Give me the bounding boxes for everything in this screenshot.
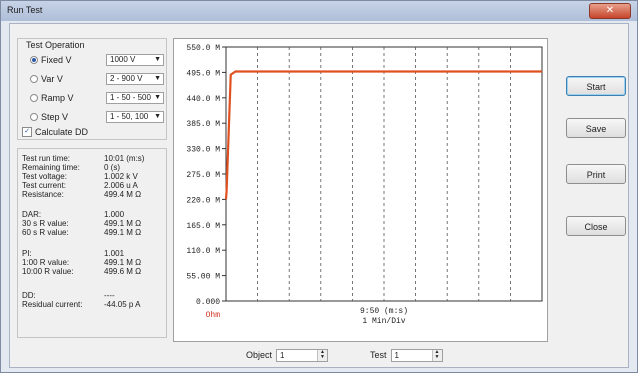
- y-tick-label: 385.0 M: [186, 120, 220, 129]
- object-spinner: Object 1 ▲ ▼: [246, 348, 329, 362]
- pi-row: 1:00 R value: 499.1 M Ω: [22, 258, 142, 267]
- y-tick-label: 495.0 M: [186, 69, 220, 78]
- close-window-icon[interactable]: ✕: [589, 3, 631, 19]
- ramp-v-radio-icon[interactable]: [30, 94, 38, 102]
- option-step-v[interactable]: Step V: [30, 111, 68, 123]
- fixed-v-select[interactable]: 1000 V ▼: [106, 54, 164, 66]
- resistance-chart: 550.0 M 495.0 M 440.0 M 385.0 M 330.0 M 275.0…: [173, 38, 548, 342]
- title-bar: Run Test ✕: [1, 1, 637, 21]
- reading-row: Test current: 2.006 u A: [22, 181, 138, 190]
- results-group: [17, 148, 167, 338]
- y-tick-label: 220.0 M: [186, 196, 220, 205]
- dar-row: 30 s R value: 499.1 M Ω: [22, 219, 142, 228]
- y-tick-label: 0.000: [196, 298, 220, 307]
- y-tick-label: 165.0 M: [186, 222, 220, 231]
- reading-row: Resistance: 499.4 M Ω: [22, 190, 142, 199]
- y-tick-label: 440.0 M: [186, 95, 220, 104]
- chevron-down-icon: ▼: [154, 94, 161, 101]
- y-tick-label: 110.0 M: [186, 247, 220, 256]
- var-v-label: Var V: [41, 74, 63, 84]
- pi-row: PI: 1.001: [22, 249, 125, 258]
- dialog-client-area: Test Operation Fixed V 1000 V ▼ Var V 2 -…: [9, 23, 629, 368]
- x-start-label: Ohm: [206, 311, 221, 320]
- test-operation-label: Test Operation: [26, 40, 85, 50]
- close-button[interactable]: Close: [566, 216, 626, 236]
- option-fixed-v[interactable]: Fixed V: [30, 54, 72, 66]
- save-button[interactable]: Save: [566, 118, 626, 138]
- chart-svg: 550.0 M 495.0 M 440.0 M 385.0 M 330.0 M 275.0…: [186, 44, 543, 326]
- y-tick-label: 550.0 M: [186, 44, 220, 53]
- dd-row: Residual current: -44.05 p A: [22, 300, 141, 309]
- x-scale-label: 1 Min/Div: [362, 317, 405, 326]
- calculate-dd-checkbox[interactable]: ✓ Calculate DD: [22, 127, 88, 137]
- reading-row: Remaining time: 0 (s): [22, 163, 120, 172]
- chevron-down-icon: ▼: [154, 56, 161, 63]
- dar-row: DAR: 1.000: [22, 210, 125, 219]
- spin-arrows-icon[interactable]: ▲ ▼: [317, 349, 328, 361]
- ramp-v-label: Ramp V: [41, 93, 74, 103]
- step-v-radio-icon[interactable]: [30, 113, 38, 121]
- test-input[interactable]: 1 ▲ ▼: [390, 348, 443, 362]
- dar-row: 60 s R value: 499.1 M Ω: [22, 228, 142, 237]
- fixed-v-radio-icon[interactable]: [30, 56, 38, 64]
- y-tick-label: 275.0 M: [186, 171, 220, 180]
- chevron-down-icon: ▼: [154, 113, 161, 120]
- spin-arrows-icon[interactable]: ▲ ▼: [431, 349, 442, 361]
- reading-row: Test voltage: 1.002 k V: [22, 172, 138, 181]
- object-label: Object: [246, 350, 273, 360]
- checkmark-icon[interactable]: ✓: [22, 127, 32, 137]
- y-tick-label: 55.00 M: [186, 273, 220, 282]
- var-v-select[interactable]: 2 - 900 V ▼: [106, 73, 164, 85]
- resistance-series-line: [224, 70, 542, 200]
- chevron-down-icon: ▼: [154, 75, 161, 82]
- test-label: Test: [370, 350, 387, 360]
- var-v-radio-icon[interactable]: [30, 75, 38, 83]
- pi-row: 10:00 R value: 499.6 M Ω: [22, 267, 142, 276]
- x-readout-label: 9:50 (m:s): [360, 307, 408, 316]
- print-button[interactable]: Print: [566, 164, 626, 184]
- window-title: Run Test: [7, 5, 43, 15]
- y-tick-label: 330.0 M: [186, 146, 220, 155]
- fixed-v-label: Fixed V: [41, 55, 72, 65]
- test-spinner: Test 1 ▲ ▼: [370, 348, 443, 362]
- step-v-select[interactable]: 1 - 50, 100 ▼: [106, 111, 164, 123]
- option-var-v[interactable]: Var V: [30, 73, 63, 85]
- calculate-dd-label: Calculate DD: [35, 127, 89, 137]
- option-ramp-v[interactable]: Ramp V: [30, 92, 74, 104]
- reading-row: Test run time: 10:01 (m:s): [22, 154, 145, 163]
- step-v-label: Step V: [41, 112, 69, 122]
- dd-row: DD: ----: [22, 291, 115, 300]
- ramp-v-select[interactable]: 1 - 50 - 500 ▼: [106, 92, 164, 104]
- start-button[interactable]: Start: [566, 76, 626, 96]
- object-input[interactable]: 1 ▲ ▼: [276, 348, 329, 362]
